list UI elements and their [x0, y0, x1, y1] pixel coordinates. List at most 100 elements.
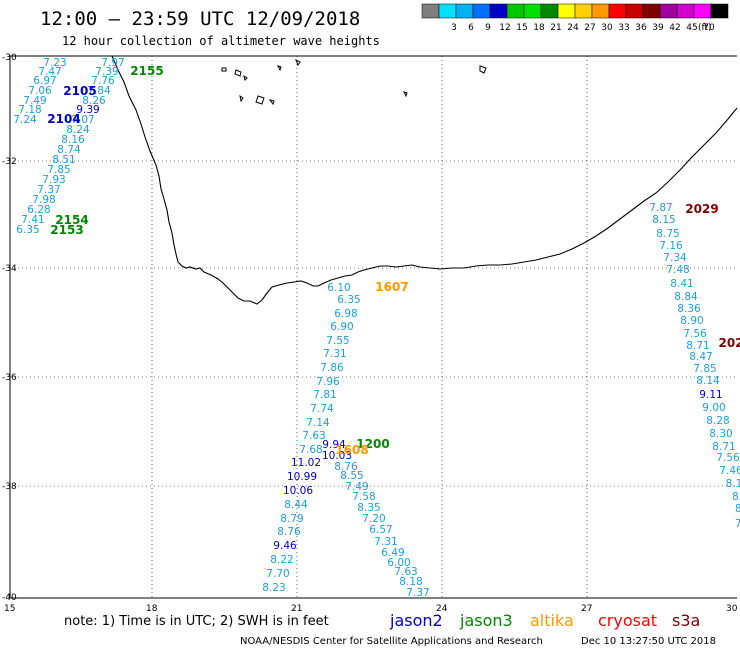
pass-label: 2104	[47, 112, 80, 126]
scale-label: 42	[669, 23, 680, 33]
track-value: 7.87	[649, 202, 672, 214]
pass-label: 2105	[63, 84, 96, 98]
scale-label: 9	[485, 23, 491, 33]
scale-swatch	[540, 3, 559, 19]
scale-label: 39	[652, 23, 664, 33]
track-value: 6.49	[381, 547, 404, 559]
lat-label: -38	[2, 482, 17, 492]
track-value: 6.10	[327, 282, 350, 294]
lon-label: 18	[146, 604, 158, 614]
scale-swatch	[489, 3, 508, 19]
lat-axis: -30 -32 -34 -36 -38 -40	[2, 53, 17, 603]
track-value: 7.49	[345, 481, 368, 493]
lon-label: 30	[726, 604, 738, 614]
track-value: 10.06	[283, 485, 313, 497]
track-value: 8.71	[712, 441, 735, 453]
scale-label: 18	[533, 23, 545, 33]
track-value: 8.30	[709, 428, 732, 440]
track-value: 8.24	[66, 124, 90, 136]
pass-label: 2029	[685, 202, 718, 216]
track-value: 7.96	[316, 376, 340, 388]
track-value: 7.16	[659, 240, 683, 252]
track-value: 7.18	[18, 104, 41, 116]
track-value: 7.85	[47, 164, 70, 176]
scale-swatch	[523, 3, 542, 19]
lon-label: 15	[4, 604, 15, 614]
scale-swatch	[472, 3, 491, 19]
track-value: 7.93	[42, 174, 65, 186]
units-note: note: 1) Time is in UTC; 2) SWH is in fe…	[64, 614, 329, 629]
track-value: 8.74	[57, 144, 81, 156]
track-value: 8.71	[686, 340, 709, 352]
track-value: 7.48	[666, 264, 689, 276]
lat-label: -30	[2, 53, 17, 63]
islands	[221, 58, 487, 106]
pass-label: 1607	[375, 280, 408, 294]
track-value: 8.26	[82, 95, 106, 107]
pass-label: 2154	[55, 213, 88, 227]
track-value: 7.39	[95, 66, 118, 78]
track-value: 7.70	[266, 568, 289, 580]
track-value: 8.55	[340, 470, 363, 482]
track-value: 7.63	[302, 430, 325, 442]
lat-label: -34	[2, 264, 17, 274]
track-value: 10.03	[322, 450, 352, 462]
scale-label: 33	[618, 23, 629, 33]
track-value: 8.44	[284, 499, 308, 511]
track-value: 8.76	[334, 461, 358, 473]
map-title: 12:00 – 23:59 UTC 12/09/2018	[40, 8, 360, 30]
scale-swatch	[455, 3, 474, 19]
lat-label: -32	[2, 157, 17, 167]
track-value: 7.98	[32, 194, 55, 206]
lon-label: 21	[291, 604, 302, 614]
satellite-legend: jason2 jason3 altika cryosat s3a	[389, 611, 700, 630]
scale-swatch	[421, 3, 440, 19]
scale-label: 70	[703, 23, 715, 33]
lon-label: 24	[436, 604, 448, 614]
track-value: 7.76	[91, 75, 115, 87]
track-value: 7.68	[299, 444, 322, 456]
track-value: 6.00	[387, 557, 410, 569]
track-value: 7.56	[716, 452, 740, 464]
scale-label: 15	[516, 23, 527, 33]
timestamp-text: Dec 10 13:27:50 UTC 2018	[581, 636, 716, 647]
track-value: 7.84	[87, 85, 111, 97]
track-value: 6.98	[334, 308, 357, 320]
track-value: 6.90	[330, 321, 353, 333]
scale-swatch	[591, 3, 610, 19]
scale-label: 36	[635, 23, 647, 33]
track-value: 8.14	[696, 375, 720, 387]
track-value: 8.15	[652, 214, 675, 226]
track-value: 8.35	[357, 502, 380, 514]
track-value: 8.23	[262, 582, 285, 594]
track-value: 7.55	[326, 335, 349, 347]
track-value: 7.37	[37, 184, 60, 196]
pass-label: 2155	[130, 64, 163, 78]
track-value: 8.84	[674, 291, 698, 303]
track-value: 8.16	[61, 134, 85, 146]
track-value: 7.20	[362, 513, 385, 525]
track-value: 7.37	[406, 587, 429, 599]
track-value: 6.35	[337, 294, 360, 306]
pass-label: 202	[718, 336, 740, 350]
scale-label: 27	[584, 23, 595, 33]
track-value: 7.97	[101, 57, 124, 69]
scale-swatch	[608, 3, 627, 19]
pass-label: 2153	[50, 223, 83, 237]
track-value: 7.74	[310, 403, 334, 415]
track-value: 7.31	[374, 536, 397, 548]
track-value: 9.39	[76, 104, 99, 116]
track-value: 7.41	[21, 214, 44, 226]
legend-jason3: jason3	[459, 611, 513, 630]
lon-label: 27	[581, 604, 592, 614]
track-value: 7.07	[71, 114, 94, 126]
track-value: 7.	[735, 518, 740, 530]
scale-swatch	[438, 3, 457, 19]
track-value: 8.76	[277, 526, 301, 538]
scale-label: 24	[567, 23, 579, 33]
track-value: 10.99	[287, 471, 317, 483]
scale-label: 45	[686, 23, 697, 33]
map-frame	[9, 55, 737, 599]
